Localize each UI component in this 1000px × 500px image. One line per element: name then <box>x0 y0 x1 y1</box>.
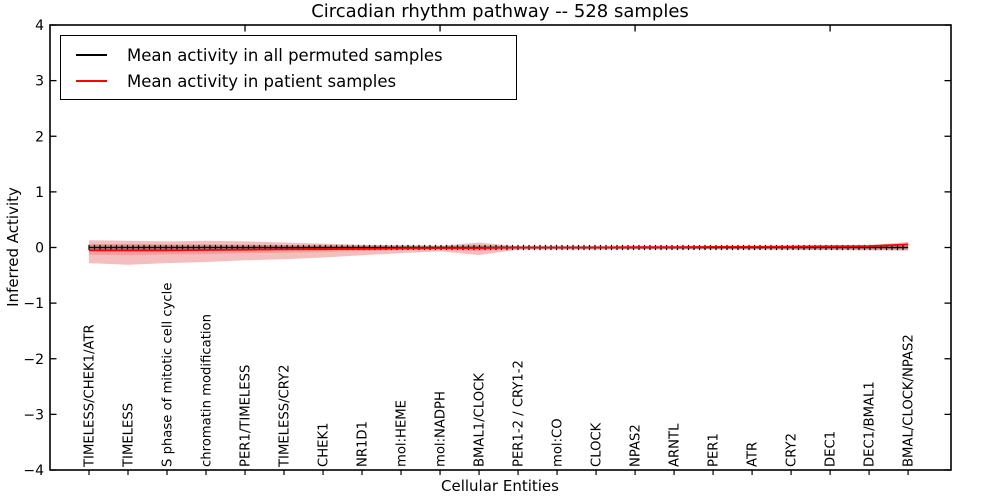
x-tick-label: ARNTL <box>668 423 683 467</box>
y-tick-label: −2 <box>23 352 44 368</box>
x-tick-label: mol:CO <box>551 418 566 467</box>
x-tick-label: mol:NADPH <box>434 391 449 467</box>
x-tick-label: NPAS2 <box>629 424 644 467</box>
x-tick-label: CLOCK <box>590 422 605 467</box>
y-tick-label: 1 <box>35 185 44 201</box>
legend: Mean activity in all permuted samples Me… <box>60 35 517 100</box>
y-tick-label: 3 <box>35 74 44 90</box>
y-tick-label: 2 <box>35 129 44 145</box>
patient-mean-line <box>89 243 909 252</box>
legend-label-permuted: Mean activity in all permuted samples <box>127 45 443 65</box>
x-tick-label: chromatin modification <box>200 314 215 467</box>
x-tick-label: TIMELESS/CHEK1/ATR <box>83 324 98 468</box>
y-tick-label: −1 <box>23 296 44 312</box>
y-tick-label: −3 <box>23 407 44 423</box>
x-tick-label: PER1/TIMELESS <box>239 365 254 467</box>
x-tick-label: mol:HEME <box>395 400 410 467</box>
y-tick-label: 4 <box>35 18 44 34</box>
legend-line-permuted-icon <box>76 54 107 56</box>
x-tick-label: NR1D1 <box>356 421 371 467</box>
x-tick-label: PER1 <box>707 433 722 467</box>
x-tick-label: DEC1 <box>824 431 839 467</box>
x-tick-label: DEC1/BMAL1 <box>863 381 878 467</box>
legend-label-patient: Mean activity in patient samples <box>127 71 397 91</box>
x-tick-label: CRY2 <box>785 433 800 467</box>
x-tick-label: TIMELESS <box>122 403 137 468</box>
y-tick-label: −4 <box>23 463 44 479</box>
y-axis-label: Inferred Activity <box>4 187 22 307</box>
x-axis-label: Cellular Entities <box>441 477 559 495</box>
x-tick-label: ATR <box>746 442 761 467</box>
x-tick-label: CHEK1 <box>317 423 332 468</box>
chart-title: Circadian rhythm pathway -- 528 samples <box>311 1 689 22</box>
legend-entry-permuted: Mean activity in all permuted samples <box>61 42 516 68</box>
y-tick-label: 0 <box>35 241 44 257</box>
x-tick-label: S phase of mitotic cell cycle <box>161 283 176 467</box>
legend-line-patient-icon <box>76 80 107 82</box>
x-tick-label: BMAL/CLOCK/NPAS2 <box>902 334 917 467</box>
legend-entry-patient: Mean activity in patient samples <box>61 68 516 94</box>
x-tick-label: BMAL1/CLOCK <box>473 373 488 467</box>
x-tick-label: TIMELESS/CRY2 <box>278 365 293 469</box>
x-tick-label: PER1-2 / CRY1-2 <box>512 360 527 467</box>
